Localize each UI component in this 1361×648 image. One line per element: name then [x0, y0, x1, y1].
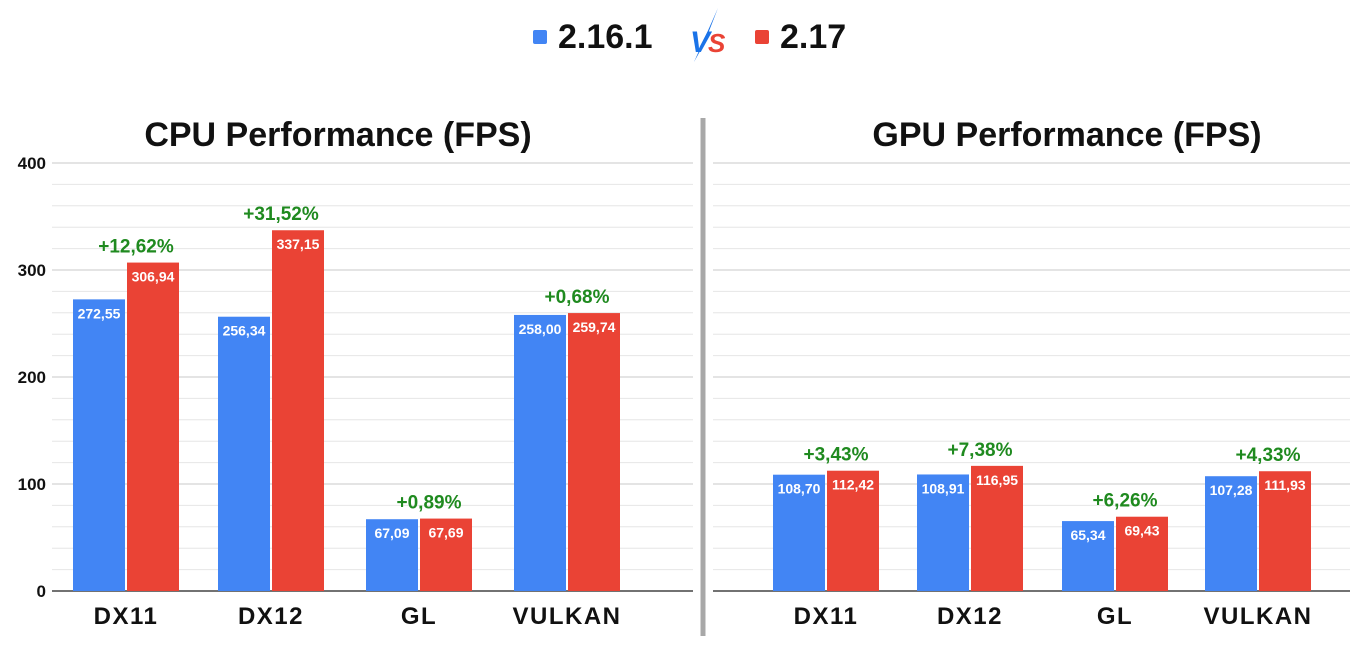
- bar-v2-17-gl: [420, 518, 472, 591]
- change-label: +12,62%: [98, 237, 174, 258]
- bar-value-label: 67,09: [374, 525, 409, 541]
- change-label: +0,89%: [397, 493, 462, 514]
- bar-value-label: 65,34: [1070, 527, 1105, 543]
- bar-value-label: 272,55: [78, 305, 121, 321]
- bar-v2-16-1-gl: [366, 519, 418, 591]
- chart-title: CPU Performance (FPS): [144, 116, 531, 154]
- legend-label-2-16-1: 2.16.1: [558, 18, 653, 56]
- bar-v2-16-1-gl: [1062, 521, 1114, 591]
- bar-v2-17-gl: [1116, 516, 1168, 591]
- change-label: +31,52%: [243, 204, 319, 225]
- bar-v2-17-dx12: [272, 230, 324, 591]
- vs-lightning-icon: V S: [690, 8, 726, 62]
- gpu-chart: GPU Performance (FPS) 108,70 112,42 +3,43% D…: [713, 116, 1350, 630]
- bar-value-label: 337,15: [277, 236, 320, 252]
- bar-v2-16-1-dx12: [917, 474, 969, 591]
- bar-v2-16-1-dx11: [773, 474, 825, 591]
- change-label: +4,33%: [1236, 445, 1301, 466]
- y-tick-label: 200: [18, 368, 46, 387]
- y-tick-label: 300: [18, 261, 46, 280]
- category-label: DX12: [238, 603, 304, 630]
- category-label: VULKAN: [1204, 603, 1313, 630]
- bar-v2-17-dx11: [827, 470, 879, 591]
- bar-v2-17-dx11: [127, 262, 179, 591]
- bar-value-label: 112,42: [832, 477, 874, 493]
- svg-text:S: S: [708, 28, 726, 58]
- change-label: +7,38%: [948, 440, 1013, 461]
- category-label: GL: [401, 603, 437, 630]
- bar-v2-16-1-vulkan: [514, 314, 566, 591]
- cpu-chart: CPU Performance (FPS) 0 100 200 300 400 272,55…: [18, 116, 693, 630]
- legend-swatch-2-16-1: [533, 30, 547, 44]
- legend-swatch-2-17: [755, 30, 769, 44]
- y-tick-label: 400: [18, 154, 46, 173]
- bar-value-label: 108,70: [778, 481, 821, 497]
- category-label: DX11: [94, 603, 159, 630]
- category-label: DX11: [794, 603, 859, 630]
- bar-value-label: 107,28: [1210, 482, 1253, 498]
- change-label: +6,26%: [1093, 491, 1158, 512]
- bar-v2-16-1-dx12: [218, 316, 270, 591]
- bar-v2-17-vulkan: [568, 313, 620, 591]
- bar-value-label: 256,34: [223, 323, 266, 339]
- bar-v2-17-dx12: [971, 465, 1023, 591]
- category-label: DX12: [937, 603, 1003, 630]
- bar-value-label: 69,43: [1124, 523, 1159, 539]
- bar-value-label: 258,00: [519, 321, 562, 337]
- bar-v2-16-1-dx11: [73, 299, 125, 591]
- bar-value-label: 116,95: [976, 472, 1018, 488]
- svg-text:V: V: [690, 26, 713, 59]
- bar-v2-17-vulkan: [1259, 471, 1311, 591]
- bar-value-label: 306,94: [132, 269, 175, 285]
- change-label: +0,68%: [545, 287, 610, 308]
- bar-value-label: 67,69: [428, 525, 463, 541]
- category-label: GL: [1097, 603, 1133, 630]
- y-tick-label: 100: [18, 475, 46, 494]
- category-label: VULKAN: [513, 603, 622, 630]
- change-label: +3,43%: [804, 445, 869, 466]
- legend: 2.16.1 V S 2.17: [533, 8, 846, 62]
- bar-value-label: 259,74: [573, 319, 616, 335]
- legend-label-2-17: 2.17: [780, 18, 846, 56]
- bar-v2-16-1-vulkan: [1205, 476, 1257, 591]
- bar-value-label: 111,93: [1264, 477, 1305, 493]
- bar-value-label: 108,91: [922, 480, 965, 496]
- y-tick-label: 0: [37, 582, 46, 601]
- chart-title: GPU Performance (FPS): [872, 116, 1261, 154]
